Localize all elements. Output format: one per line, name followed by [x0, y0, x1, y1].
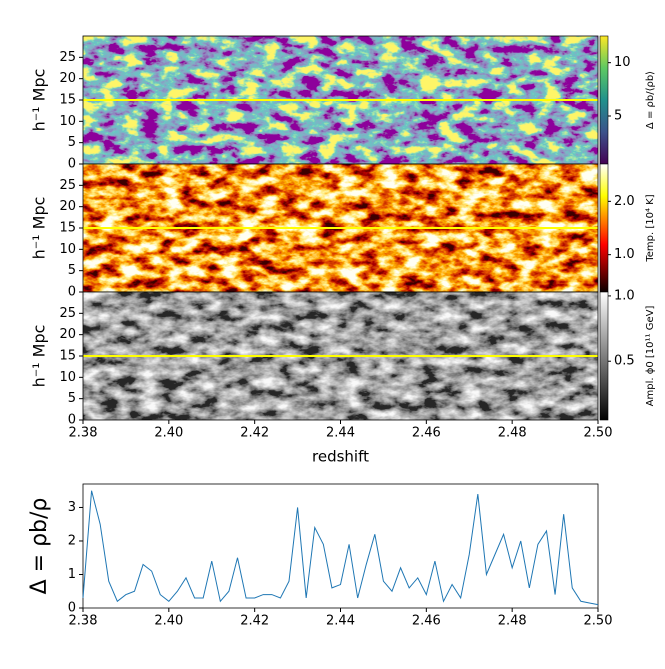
x-tick-label: 2.44: [326, 426, 355, 441]
y-tick-label: 10: [59, 242, 76, 257]
y-tick-label: 3: [68, 500, 76, 515]
y-tick-label: 25: [59, 178, 76, 193]
y-tick-label: 1: [68, 567, 76, 582]
x-tick-label: 2.48: [498, 614, 527, 629]
x-tick-label: 2.44: [326, 614, 355, 629]
x-tick-label: 2.40: [154, 614, 183, 629]
y-tick-label: 5: [68, 263, 76, 278]
y-tick-label: 25: [59, 50, 76, 65]
y-tick-label: 2: [68, 533, 76, 548]
y-tick-label: 0: [68, 285, 76, 300]
y-tick-label: 15: [59, 221, 76, 236]
y-tick-label: 20: [59, 199, 76, 214]
colorbar-tick-label: 0.5: [614, 354, 635, 369]
y-tick-label: 20: [59, 71, 76, 86]
colorbar-label: Temp. [10⁴ K]: [645, 194, 656, 262]
colorbar-label: Δ = ρb/⟨ρb⟩: [645, 71, 656, 129]
y-tick-label: 5: [68, 135, 76, 150]
y-tick-label: 15: [59, 93, 76, 108]
y-axis-label: h⁻¹ Mpc: [30, 197, 49, 260]
y-tick-label: 20: [59, 327, 76, 342]
y-tick-label: 10: [59, 114, 76, 129]
x-tick-label: 2.50: [584, 426, 613, 441]
y-axis-label: h⁻¹ Mpc: [30, 325, 49, 388]
y-axis-label: h⁻¹ Mpc: [30, 69, 49, 132]
y-tick-label: 0: [68, 601, 76, 616]
data-line: [82, 490, 599, 606]
colorbar: [599, 163, 609, 293]
frame: [82, 483, 599, 609]
y-tick-label: 0: [68, 157, 76, 172]
y-tick-label: 15: [59, 349, 76, 364]
colorbar-tick-label: 5: [614, 109, 622, 124]
x-tick-label: 2.40: [154, 426, 183, 441]
colorbar-tick-label: 1.0: [614, 288, 635, 303]
x-tick-label: 2.42: [240, 426, 269, 441]
colorbar-tick-label: 1.0: [614, 247, 635, 262]
x-tick-label: 2.42: [240, 614, 269, 629]
x-tick-label: 2.38: [69, 614, 98, 629]
x-tick-label: 2.46: [412, 426, 441, 441]
colorbar: [599, 291, 609, 421]
x-tick-label: 2.46: [412, 614, 441, 629]
x-axis-label: redshift: [312, 448, 369, 466]
x-tick-label: 2.38: [69, 426, 98, 441]
colorbar-tick-label: 2.0: [614, 194, 635, 209]
y-tick-label: 10: [59, 370, 76, 385]
y-tick-label: 5: [68, 391, 76, 406]
x-tick-label: 2.48: [498, 426, 527, 441]
colorbar-tick-label: 10: [614, 55, 631, 70]
colorbar-label: Ampl. ϕ0 [10¹¹ GeV]: [645, 306, 656, 407]
y-axis-label: Δ = ρb/ρ: [27, 498, 52, 595]
y-tick-label: 25: [59, 306, 76, 321]
y-tick-label: 0: [68, 413, 76, 428]
x-tick-label: 2.50: [584, 614, 613, 629]
colorbar: [599, 35, 609, 165]
